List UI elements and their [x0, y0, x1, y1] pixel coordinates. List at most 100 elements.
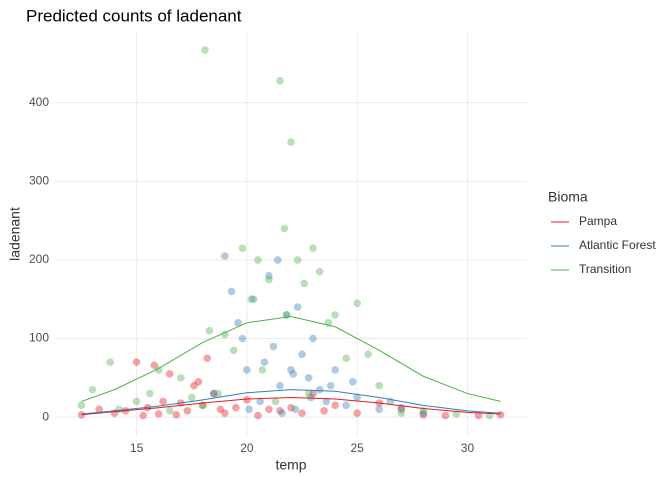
- point: [269, 342, 278, 351]
- fit-line: [81, 396, 501, 416]
- point: [364, 350, 372, 359]
- point: [238, 334, 247, 343]
- point: [309, 244, 317, 252]
- point: [95, 405, 103, 414]
- point: [154, 366, 163, 374]
- point: [232, 403, 240, 412]
- point: [201, 46, 209, 54]
- point: [320, 407, 328, 415]
- point: [256, 397, 264, 406]
- point: [106, 358, 114, 366]
- point: [331, 366, 339, 374]
- point: [154, 410, 163, 418]
- point: [273, 256, 282, 264]
- legend-label: Transition: [579, 262, 631, 276]
- point: [287, 138, 295, 146]
- legend-label: Pampa: [579, 214, 617, 228]
- point: [293, 256, 302, 264]
- point: [278, 409, 286, 418]
- point: [243, 366, 251, 374]
- x-tick-label: 25: [350, 441, 364, 455]
- point: [276, 381, 284, 390]
- point: [342, 401, 350, 410]
- x-tick-label: 15: [130, 441, 144, 455]
- point: [77, 410, 86, 419]
- point: [353, 299, 361, 307]
- point: [183, 407, 192, 415]
- point: [271, 397, 280, 406]
- point: [265, 405, 273, 414]
- point: [265, 271, 273, 280]
- point: [342, 354, 350, 362]
- point: [287, 403, 295, 412]
- point: [249, 295, 258, 304]
- point: [375, 381, 384, 390]
- point: [353, 393, 361, 402]
- point: [307, 393, 315, 402]
- point: [397, 405, 406, 414]
- point: [221, 409, 229, 418]
- point: [88, 385, 97, 394]
- point: [331, 401, 339, 410]
- point: [159, 397, 167, 406]
- point: [203, 354, 211, 362]
- point: [441, 411, 450, 420]
- point: [221, 252, 229, 260]
- point: [216, 405, 225, 414]
- point: [276, 76, 284, 85]
- point: [210, 389, 218, 398]
- point: [234, 319, 242, 327]
- x-tick-label: 30: [461, 441, 475, 455]
- point: [187, 393, 196, 402]
- point: [397, 409, 406, 418]
- x-axis-label: temp: [275, 457, 306, 473]
- point: [304, 389, 313, 398]
- legend-title: Bioma: [548, 189, 588, 205]
- point: [419, 410, 428, 419]
- point: [132, 397, 141, 406]
- point: [247, 295, 256, 304]
- point: [165, 407, 174, 415]
- y-axis-label: ladenant: [7, 207, 23, 261]
- point: [254, 256, 262, 264]
- point: [326, 381, 335, 390]
- point: [291, 405, 300, 414]
- point: [205, 326, 214, 335]
- point: [150, 361, 159, 370]
- point: [260, 358, 269, 366]
- point: [132, 358, 141, 366]
- y-tick-label: 300: [29, 174, 49, 188]
- point: [190, 381, 198, 390]
- y-tick-label: 100: [29, 331, 49, 345]
- point: [298, 350, 306, 359]
- point: [254, 411, 262, 420]
- point: [298, 409, 306, 418]
- point: [280, 224, 289, 233]
- point: [304, 374, 313, 382]
- y-tick-label: 200: [29, 252, 49, 266]
- point: [243, 396, 251, 404]
- point: [293, 303, 302, 311]
- fit-line: [81, 316, 501, 402]
- point: [165, 370, 174, 378]
- point: [221, 330, 229, 339]
- point: [139, 411, 148, 420]
- point: [210, 389, 218, 398]
- point: [229, 346, 238, 355]
- point: [238, 244, 247, 252]
- point: [474, 411, 483, 420]
- point: [176, 374, 185, 382]
- point: [496, 410, 505, 419]
- point: [276, 407, 284, 415]
- point: [287, 366, 295, 374]
- point: [353, 409, 361, 418]
- point: [214, 389, 223, 398]
- point: [322, 397, 331, 406]
- legend-label: Atlantic Forest: [579, 238, 656, 252]
- y-tick-label: 400: [29, 95, 49, 109]
- point: [348, 377, 357, 386]
- point: [331, 311, 339, 319]
- x-tick-label: 20: [240, 441, 254, 455]
- fit-line: [81, 389, 501, 415]
